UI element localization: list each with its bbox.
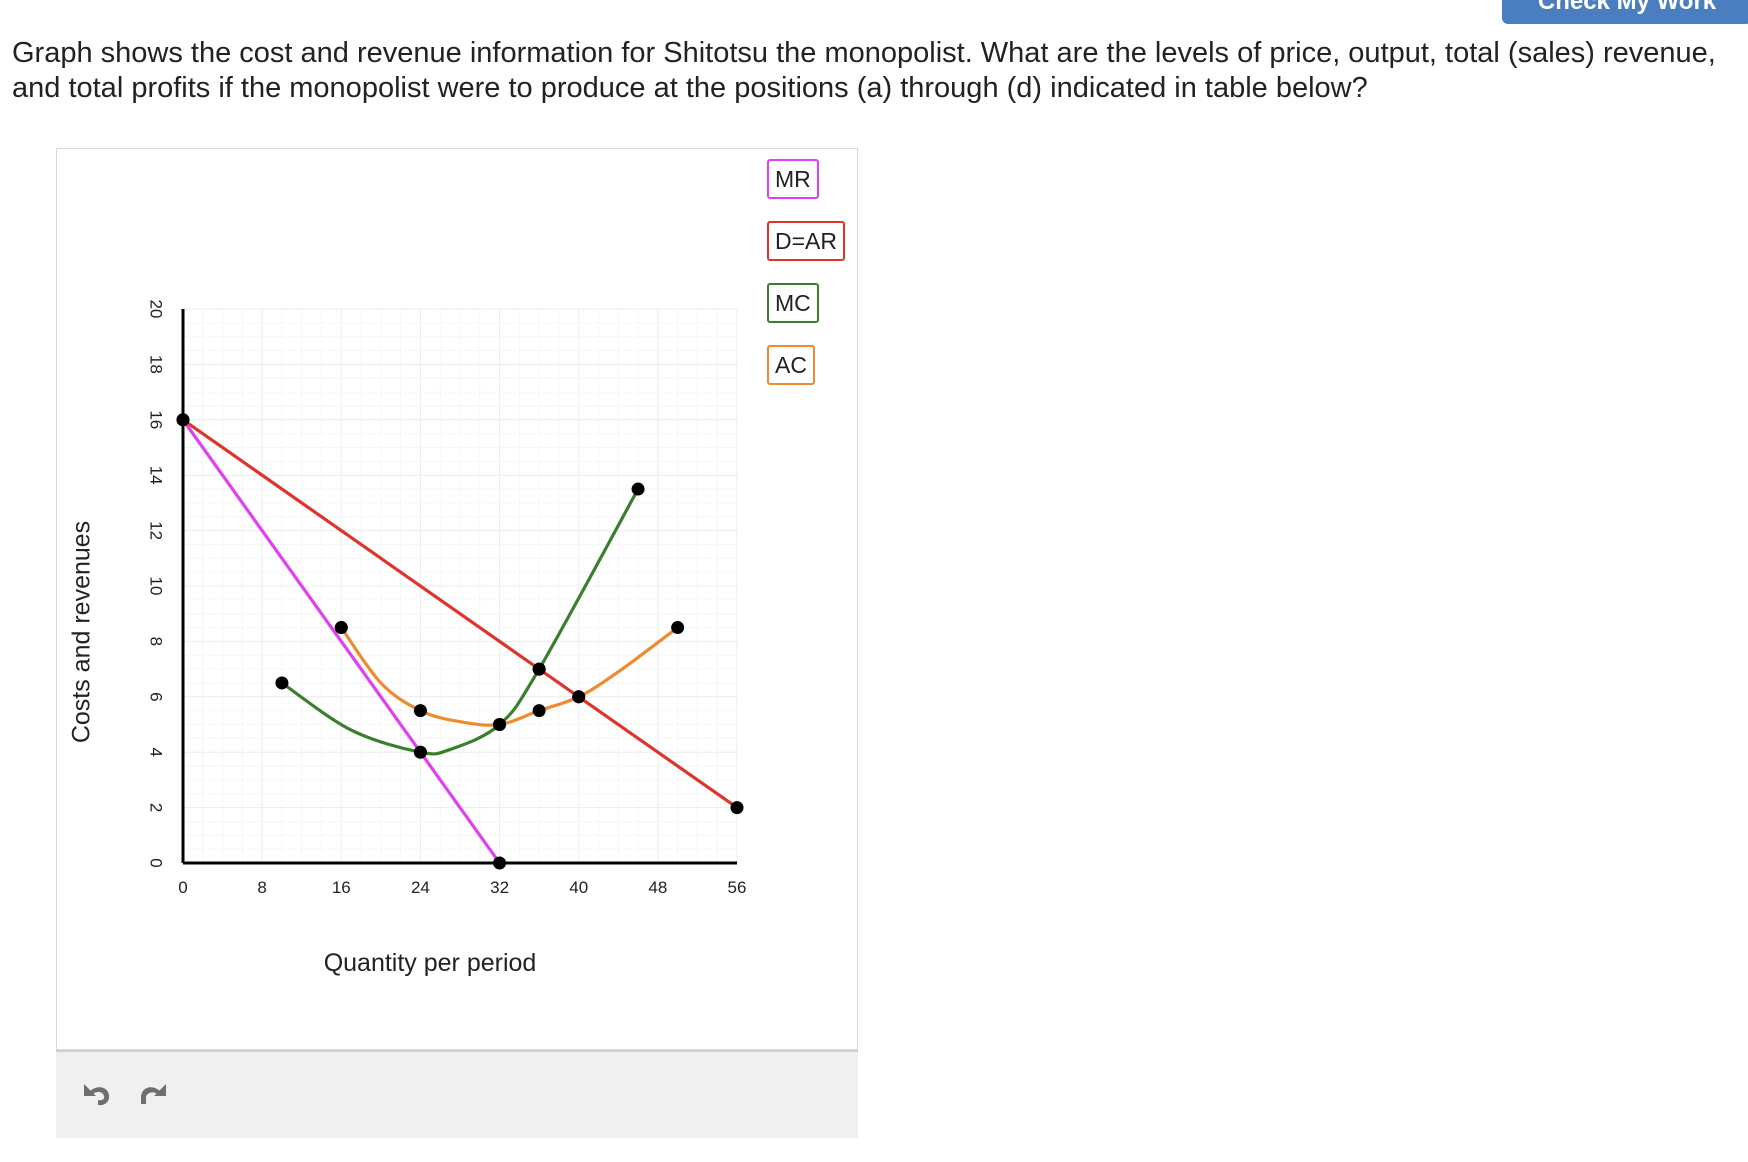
x-tick-label: 40 — [569, 878, 588, 897]
point-mr[interactable] — [493, 856, 507, 870]
x-tick-label: 24 — [411, 878, 430, 897]
y-tick-label: 16 — [147, 410, 166, 429]
y-tick-label: 18 — [147, 355, 166, 374]
point-mc[interactable] — [275, 676, 289, 690]
point-mc[interactable] — [532, 662, 546, 676]
x-tick-label: 8 — [257, 878, 266, 897]
grid-lines — [182, 308, 738, 864]
point-mc[interactable] — [631, 482, 645, 496]
legend-item-d-ar[interactable]: D=AR — [767, 221, 845, 261]
y-axis-label: Costs and revenues — [68, 521, 96, 743]
question-text: Graph shows the cost and revenue informa… — [12, 37, 1716, 104]
y-tick-label: 12 — [147, 521, 166, 540]
x-tick-label: 32 — [490, 878, 509, 897]
check-my-work-button[interactable]: Check My Work — [1502, 0, 1748, 24]
redo-icon — [141, 1084, 166, 1104]
point-mr[interactable] — [413, 745, 427, 759]
point-ac[interactable] — [532, 704, 546, 718]
series-line-mr — [181, 418, 502, 865]
y-tick-label: 14 — [147, 466, 166, 485]
redo-button[interactable] — [134, 1074, 174, 1114]
x-axis-label: Quantity per period — [324, 949, 537, 977]
x-tick-label: 56 — [728, 878, 747, 897]
y-tick-label: 0 — [147, 858, 166, 867]
graph-toolbar — [56, 1050, 858, 1138]
chart-svg[interactable]: 0 8 16 24 32 40 48 5602468101214161820Quantity … — [57, 149, 857, 1049]
y-tick-label: 4 — [147, 747, 166, 756]
point-ac[interactable] — [572, 690, 586, 704]
undo-icon — [84, 1084, 110, 1106]
y-tick-label: 2 — [147, 803, 166, 812]
graph-panel: 0 8 16 24 32 40 48 56 0 2 4 6 8 10 12 14 16 18 20 Quantity … — [56, 148, 858, 1050]
legend-item-mc[interactable]: MC — [767, 283, 819, 323]
point-d-ar[interactable] — [730, 801, 744, 815]
y-tick-label: 20 — [147, 300, 166, 319]
point-ac[interactable] — [413, 704, 427, 718]
y-tick-label: 10 — [147, 577, 166, 596]
y-tick-label: 8 — [147, 637, 166, 646]
point-ac[interactable] — [671, 621, 685, 635]
undo-button[interactable] — [76, 1074, 116, 1114]
point-ac[interactable] — [493, 718, 507, 731]
legend-item-ac[interactable]: AC — [767, 345, 815, 385]
x-tick-label: 48 — [648, 878, 667, 897]
point-mr[interactable] — [176, 413, 190, 427]
point-mr[interactable] — [334, 621, 348, 635]
legend-item-mr[interactable]: MR — [767, 159, 819, 199]
x-tick-label: 16 — [332, 878, 351, 897]
x-tick-label: 0 — [178, 878, 187, 897]
series-line-mc — [280, 487, 640, 756]
series-line-d-ar — [181, 418, 739, 810]
y-tick-label: 6 — [147, 692, 166, 701]
